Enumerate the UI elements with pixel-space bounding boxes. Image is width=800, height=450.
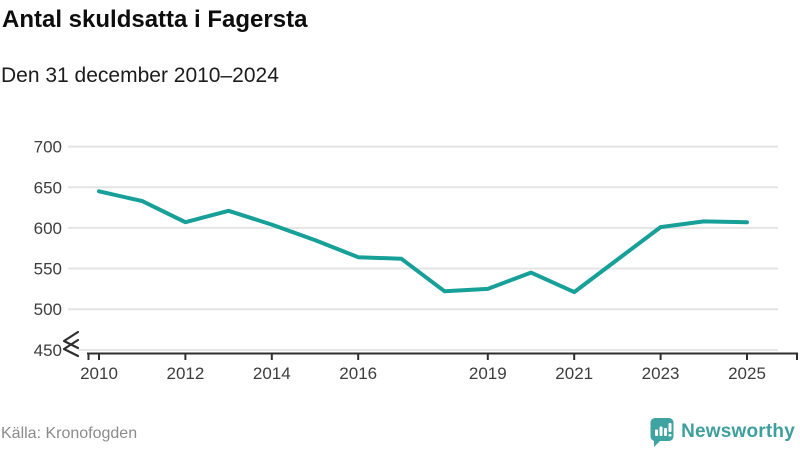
chart-subtitle: Den 31 december 2010–2024 — [1, 64, 279, 87]
svg-text:2023: 2023 — [642, 364, 680, 383]
svg-text:450: 450 — [34, 341, 62, 360]
svg-text:650: 650 — [34, 178, 62, 197]
svg-text:500: 500 — [34, 300, 62, 319]
svg-text:550: 550 — [34, 260, 62, 279]
newsworthy-bars-icon — [650, 418, 674, 447]
svg-text:700: 700 — [34, 138, 62, 157]
svg-text:600: 600 — [34, 219, 62, 238]
svg-text:2025: 2025 — [728, 364, 766, 383]
svg-text:2014: 2014 — [253, 364, 291, 383]
newsworthy-logo: Newsworthy — [650, 417, 795, 447]
svg-text:2019: 2019 — [469, 364, 507, 383]
svg-text:2021: 2021 — [555, 364, 593, 383]
chart-title: Antal skuldsatta i Fagersta — [2, 6, 308, 33]
newsworthy-wordmark: Newsworthy — [681, 421, 795, 442]
source-label: Källa: Kronofogden — [1, 425, 138, 442]
svg-text:2010: 2010 — [80, 364, 118, 383]
svg-text:2012: 2012 — [166, 364, 204, 383]
svg-text:2016: 2016 — [339, 364, 377, 383]
